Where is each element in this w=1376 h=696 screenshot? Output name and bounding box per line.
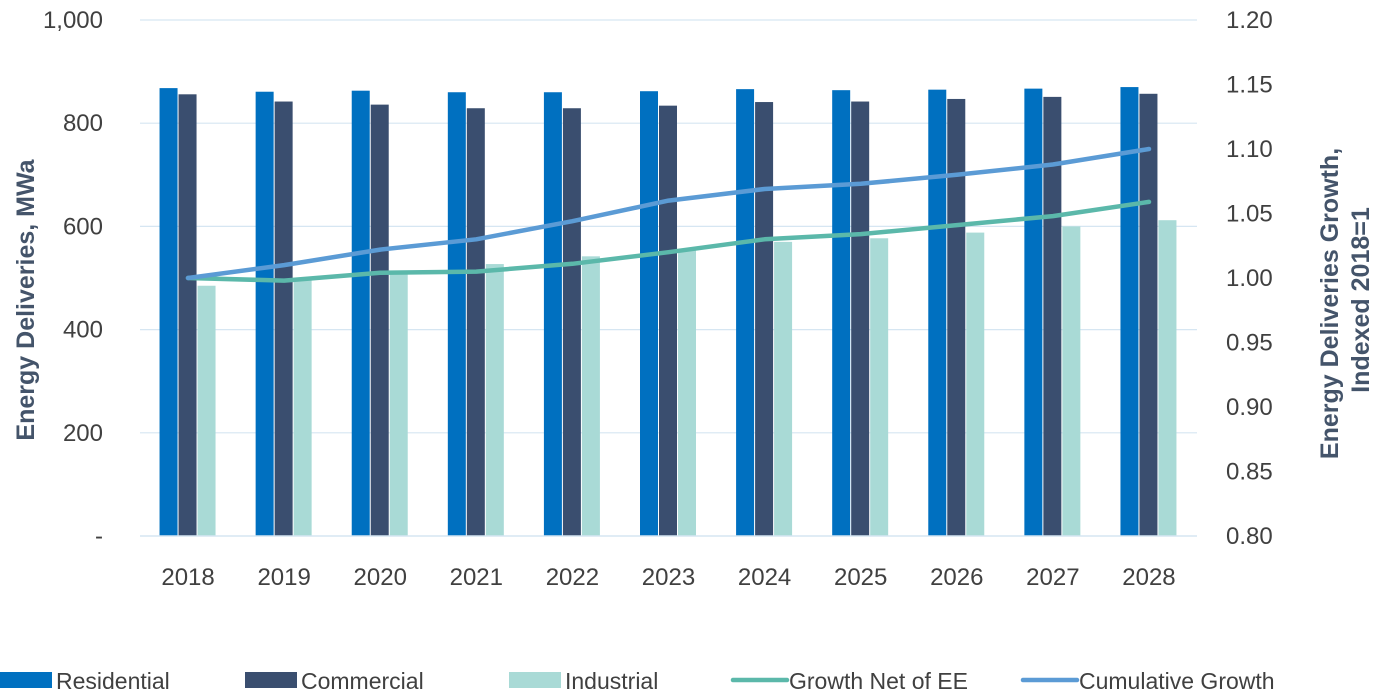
left-axis-ticks: - 200 400 600 800 1,000 [43,7,103,550]
bar-commercial [1043,96,1062,536]
right-tick-label: 0.90 [1226,394,1273,421]
bar-industrial [389,272,408,536]
x-tick-label: 2019 [257,564,310,591]
x-tick-label: 2021 [450,564,503,591]
right-axis-ticks: 0.80 0.85 0.90 0.95 1.00 1.05 1.10 1.15 1.20 [1226,7,1273,550]
bar-industrial [774,241,793,536]
bar-industrial [293,279,312,536]
x-tick-label: 2027 [1026,564,1079,591]
bar-residential [736,89,755,537]
bar-residential [447,92,466,537]
bar-industrial [197,285,216,536]
bar-industrial [581,256,600,536]
legend-swatch-commercial [245,672,297,688]
bar-commercial [562,108,581,537]
legend: Residential Commercial Industrial Growth Ne… [0,668,1275,694]
x-tick-label: 2018 [161,564,214,591]
x-tick-label: 2025 [834,564,887,591]
x-tick-label: 2022 [546,564,599,591]
lines [185,146,1152,283]
left-tick-label: - [95,523,103,550]
bar-industrial [870,238,889,536]
bar-industrial [678,249,696,536]
bar-residential [928,89,947,536]
right-tick-label: 0.95 [1226,330,1273,357]
left-tick-label: 200 [63,420,103,447]
bar-commercial [466,108,485,537]
bar-industrial [966,232,985,537]
bar-commercial [659,105,677,536]
x-tick-label: 2020 [354,564,407,591]
left-tick-label: 1,000 [43,7,103,34]
right-tick-label: 1.20 [1226,7,1273,34]
bar-residential [832,90,851,537]
legend-label-industrial: Industrial [565,668,658,694]
bar-industrial [1062,226,1081,536]
right-tick-label: 1.05 [1226,201,1273,228]
bar-residential [159,88,178,536]
bar-residential [1024,88,1043,537]
legend-label-commercial: Commercial [301,668,424,694]
legend-label-growth-net-of-ee: Growth Net of EE [789,668,968,694]
right-axis-title-line-1: Energy Deliveries Growth, [1316,148,1344,459]
right-tick-label: 0.80 [1226,523,1273,550]
bar-industrial [1158,220,1177,536]
bar-industrial [485,264,504,536]
line-cumulative-growth [185,146,1152,281]
left-tick-label: 600 [63,213,103,240]
legend-swatch-industrial [509,672,561,688]
bar-commercial [947,98,966,536]
bar-residential [351,90,370,536]
right-tick-label: 0.85 [1226,459,1273,486]
legend-swatch-residential [0,672,52,688]
bars [159,87,1177,537]
right-tick-label: 1.10 [1226,136,1273,163]
x-tick-label: 2024 [738,564,791,591]
bar-commercial [755,102,774,536]
right-tick-label: 1.15 [1226,72,1273,99]
bar-residential [1120,87,1139,536]
left-axis-title: Energy Deliveries, MWa [12,158,40,440]
x-tick-label: 2023 [642,564,695,591]
bar-commercial [851,101,870,536]
bar-residential [640,91,658,536]
x-tick-label: 2026 [930,564,983,591]
bar-commercial [274,101,293,536]
line-growth-net-of-ee [185,199,1152,283]
legend-label-residential: Residential [56,668,170,694]
x-axis-ticks: 2018 2019 2020 2021 2022 2023 2024 2025 2026 2027… [161,564,1175,591]
legend-label-cumulative-growth: Cumulative Growth [1079,668,1275,694]
bar-residential [543,92,562,537]
bar-commercial [178,94,197,536]
bar-commercial [370,104,389,537]
bar-commercial [1139,93,1158,537]
right-axis-title: Energy Deliveries Growth, Indexed 2018=1 [1316,141,1375,459]
x-tick-label: 2028 [1122,564,1175,591]
left-tick-label: 800 [63,110,103,137]
bar-residential [255,91,274,536]
right-tick-label: 1.00 [1226,265,1273,292]
left-tick-label: 400 [63,317,103,344]
right-axis-title-line-2: Indexed 2018=1 [1347,207,1375,393]
